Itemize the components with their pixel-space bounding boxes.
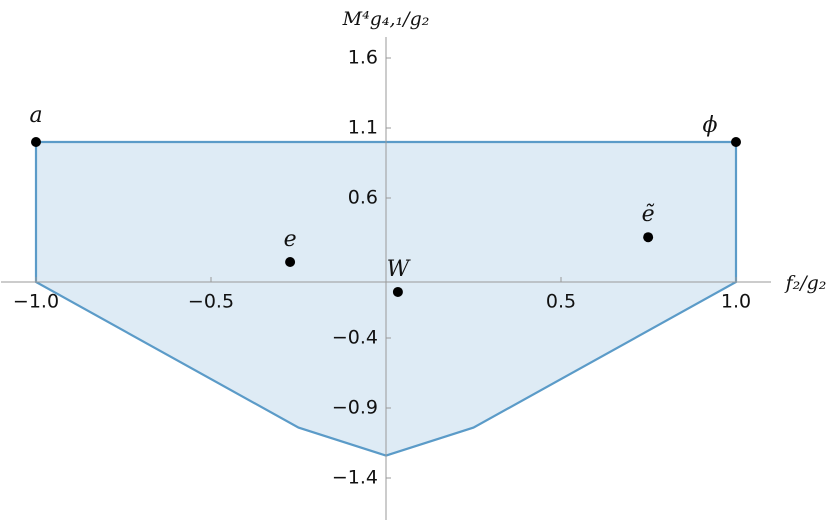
y-tick-label: 1.6: [348, 47, 378, 69]
point-label: ϕ: [703, 113, 718, 138]
point: [643, 232, 654, 243]
point: [731, 137, 741, 147]
y-tick-label: −0.9: [332, 397, 378, 419]
y-tick-label: −0.4: [332, 327, 378, 349]
y-tick-label: −1.4: [332, 467, 378, 489]
y-axis-label: M⁴g₄,₁/g₂: [342, 8, 430, 30]
y-tick-label: 0.6: [348, 187, 378, 209]
point: [392, 286, 403, 297]
point: [285, 256, 296, 267]
point-label: a: [29, 103, 42, 128]
x-tick-label: 1.0: [721, 291, 751, 313]
point-label: W: [387, 257, 412, 282]
point-label: e: [284, 227, 297, 252]
x-axis-label: f₂/g₂: [784, 272, 827, 294]
x-tick-label: −0.5: [188, 291, 234, 313]
point-label: ẽ: [642, 202, 655, 227]
point: [31, 137, 41, 147]
y-tick-label: 1.1: [348, 117, 378, 139]
x-tick-label: −1.0: [13, 291, 59, 313]
x-tick-label: 0.5: [546, 291, 576, 313]
